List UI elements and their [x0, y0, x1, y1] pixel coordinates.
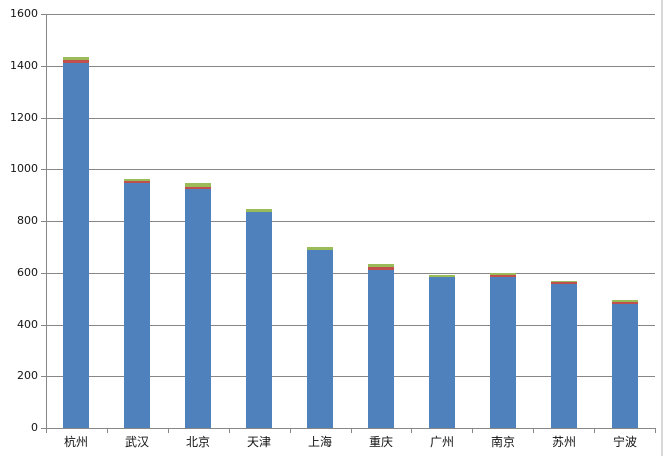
bar-天津: [246, 209, 272, 428]
bar-segment-green: [307, 247, 333, 250]
x-category-label: 武汉: [124, 435, 149, 449]
bar-segment-green: [551, 281, 577, 282]
x-tick: [655, 428, 656, 433]
bar-重庆: [368, 264, 394, 428]
bar-segment-red: [551, 282, 577, 284]
bar-segment-red: [185, 187, 211, 189]
bar-南京: [490, 273, 516, 428]
y-tick: [41, 325, 46, 326]
bar-segment-blue: [612, 304, 638, 428]
y-tick: [41, 118, 46, 119]
y-tick-label: 1600: [10, 7, 38, 20]
gridline-1200: [46, 118, 655, 119]
y-tick: [41, 169, 46, 170]
y-tick: [41, 376, 46, 377]
y-tick: [41, 273, 46, 274]
x-category-label: 南京: [490, 435, 515, 449]
x-tick: [533, 428, 534, 433]
bar-宁波: [612, 300, 638, 428]
x-tick: [168, 428, 169, 433]
bar-segment-red: [124, 181, 150, 183]
x-category-label: 上海: [307, 435, 332, 449]
x-axis-line: [46, 428, 655, 429]
y-tick-label: 600: [17, 266, 38, 279]
bar-segment-green: [246, 209, 272, 212]
bar-广州: [429, 275, 455, 428]
y-tick-label: 800: [17, 214, 38, 227]
y-tick: [41, 221, 46, 222]
y-tick: [41, 66, 46, 67]
gridline-800: [46, 221, 655, 222]
bar-北京: [185, 183, 211, 428]
x-category-label: 北京: [185, 435, 210, 449]
bar-segment-blue: [368, 270, 394, 428]
bar-segment-green: [185, 183, 211, 187]
y-tick-label: 1000: [10, 162, 38, 175]
x-tick: [411, 428, 412, 433]
bar-苏州: [551, 281, 577, 428]
bar-segment-blue: [185, 189, 211, 428]
bar-segment-red: [612, 302, 638, 304]
bar-segment-green: [368, 264, 394, 267]
bar-segment-blue: [307, 250, 333, 428]
bar-segment-blue: [429, 277, 455, 428]
bar-segment-green: [124, 179, 150, 181]
bar-segment-blue: [124, 183, 150, 428]
gridline-600: [46, 273, 655, 274]
x-tick: [290, 428, 291, 433]
bar-segment-red: [368, 267, 394, 270]
x-tick: [472, 428, 473, 433]
x-category-label: 天津: [246, 435, 271, 449]
y-tick-label: 0: [31, 421, 38, 434]
bar-segment-green: [612, 300, 638, 302]
bar-杭州: [63, 57, 89, 428]
y-tick: [41, 14, 46, 15]
gridline-200: [46, 376, 655, 377]
y-axis-line: [46, 14, 47, 432]
bar-segment-green: [490, 273, 516, 275]
bar-segment-blue: [490, 277, 516, 428]
bar-segment-green: [429, 275, 455, 277]
bar-segment-blue: [63, 63, 89, 428]
plot-area: [46, 14, 655, 432]
bar-上海: [307, 247, 333, 428]
x-category-label: 杭州: [63, 435, 88, 449]
y-tick-label: 400: [17, 318, 38, 331]
x-category-label: 重庆: [368, 435, 393, 449]
gridline-1000: [46, 169, 655, 170]
y-tick-label: 1200: [10, 111, 38, 124]
x-tick: [351, 428, 352, 433]
x-tick: [46, 428, 47, 433]
gridline-1400: [46, 66, 655, 67]
bar-segment-blue: [551, 284, 577, 428]
x-category-label: 苏州: [551, 435, 576, 449]
gridline-1600: [46, 14, 655, 15]
x-category-label: 宁波: [612, 435, 637, 449]
x-tick: [594, 428, 595, 433]
y-tick-label: 1400: [10, 59, 38, 72]
y-tick: [41, 428, 46, 429]
y-tick-label: 200: [17, 369, 38, 382]
bar-武汉: [124, 179, 150, 428]
bar-segment-red: [490, 275, 516, 277]
x-category-label: 广州: [429, 435, 454, 449]
bar-segment-blue: [246, 212, 272, 428]
bar-segment-green: [63, 57, 89, 60]
x-tick: [229, 428, 230, 433]
gridline-400: [46, 325, 655, 326]
x-tick: [107, 428, 108, 433]
bar-segment-red: [63, 60, 89, 63]
